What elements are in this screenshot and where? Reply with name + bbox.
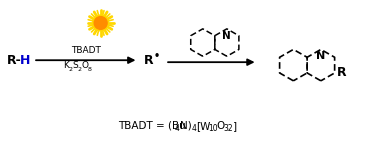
Text: O: O — [82, 61, 89, 70]
Text: N: N — [223, 31, 231, 41]
Text: 10: 10 — [208, 124, 217, 133]
Circle shape — [93, 15, 108, 31]
Text: 2: 2 — [68, 66, 73, 72]
Text: [W: [W — [196, 121, 210, 131]
Text: TBADT = (Bu: TBADT = (Bu — [119, 121, 186, 131]
Text: R: R — [144, 54, 154, 67]
Circle shape — [94, 17, 107, 29]
Text: K: K — [63, 61, 69, 70]
Text: O: O — [217, 121, 225, 131]
Text: 4: 4 — [175, 124, 180, 133]
Text: H: H — [20, 54, 31, 67]
Text: ]: ] — [233, 121, 237, 131]
Text: N: N — [316, 51, 325, 61]
Text: 2: 2 — [78, 66, 82, 72]
Text: N): N) — [180, 121, 191, 131]
Text: •: • — [153, 51, 160, 61]
Text: R: R — [337, 66, 346, 80]
Text: 4: 4 — [192, 124, 196, 133]
Text: 32: 32 — [224, 124, 233, 133]
Text: S: S — [72, 61, 78, 70]
Text: TBADT: TBADT — [71, 46, 101, 55]
Text: 8: 8 — [88, 66, 91, 72]
Text: R-: R- — [7, 54, 22, 67]
